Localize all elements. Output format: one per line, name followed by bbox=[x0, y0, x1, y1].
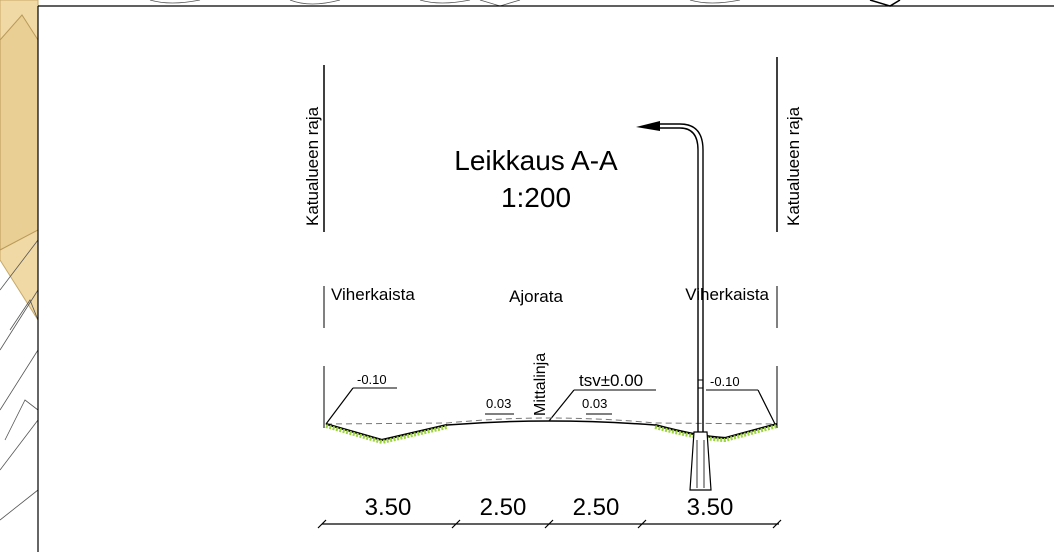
map-line bbox=[9, 299, 39, 331]
elevation-leader bbox=[548, 389, 575, 422]
map-line bbox=[419, 0, 471, 4]
map-line bbox=[0, 489, 39, 521]
map-line bbox=[0, 239, 39, 291]
lamp-pole-inner bbox=[660, 123, 704, 432]
section-scale: 1:200 bbox=[501, 182, 571, 213]
design-line-dashed bbox=[325, 417, 778, 425]
zone-label-center: Ajorata bbox=[509, 287, 563, 306]
slope-leader-right bbox=[757, 389, 776, 425]
survey-line-label: Mittalinja bbox=[532, 353, 549, 416]
boundary-label-left: Katualueen raja bbox=[303, 106, 322, 226]
dimension-tick bbox=[544, 519, 554, 529]
boundary-label-right: Katualueen raja bbox=[784, 106, 803, 226]
lamp-foundation bbox=[689, 431, 712, 491]
grass-right bbox=[654, 424, 778, 443]
elevation-label: tsv±0.00 bbox=[579, 371, 643, 390]
dimension-tick bbox=[317, 519, 327, 529]
road-profile bbox=[325, 417, 778, 445]
slope-label-left-verge: -0.10 bbox=[357, 372, 387, 387]
dimension-label: 2.50 bbox=[480, 494, 527, 521]
slope-label-right-verge: -0.10 bbox=[710, 374, 740, 389]
map-line bbox=[479, 0, 521, 7]
lamp-hatch bbox=[697, 379, 704, 389]
road-surface bbox=[446, 420, 656, 426]
lamp-pole bbox=[660, 127, 699, 432]
dimension-label: 3.50 bbox=[687, 494, 734, 521]
section-title: Leikkaus A-A bbox=[454, 145, 618, 176]
street-lamp-icon bbox=[636, 121, 712, 491]
dimension-label: 2.50 bbox=[573, 494, 620, 521]
map-line bbox=[149, 0, 201, 4]
dimension-line: 3.50 2.50 2.50 3.50 bbox=[317, 494, 782, 529]
map-building bbox=[0, 14, 39, 251]
dimension-tick bbox=[772, 519, 782, 529]
map-line bbox=[4, 399, 39, 441]
map-line bbox=[289, 0, 341, 5]
base-map bbox=[0, 0, 901, 521]
map-line bbox=[869, 0, 901, 7]
map-line bbox=[0, 289, 39, 351]
map-line bbox=[0, 419, 39, 471]
slope-leader-left bbox=[325, 387, 354, 425]
grass-left bbox=[325, 424, 448, 445]
dimension-label: 3.50 bbox=[365, 494, 412, 521]
lamp-head bbox=[636, 121, 660, 131]
zone-label-left: Viherkaista bbox=[331, 285, 415, 304]
slope-label-right-lane: 0.03 bbox=[582, 396, 607, 411]
dimension-tick bbox=[637, 519, 647, 529]
zone-label-right: Viherkaista bbox=[685, 285, 769, 304]
dimension-tick bbox=[451, 519, 461, 529]
map-line bbox=[689, 0, 741, 4]
slope-label-left-lane: 0.03 bbox=[486, 396, 511, 411]
map-line bbox=[0, 349, 39, 411]
